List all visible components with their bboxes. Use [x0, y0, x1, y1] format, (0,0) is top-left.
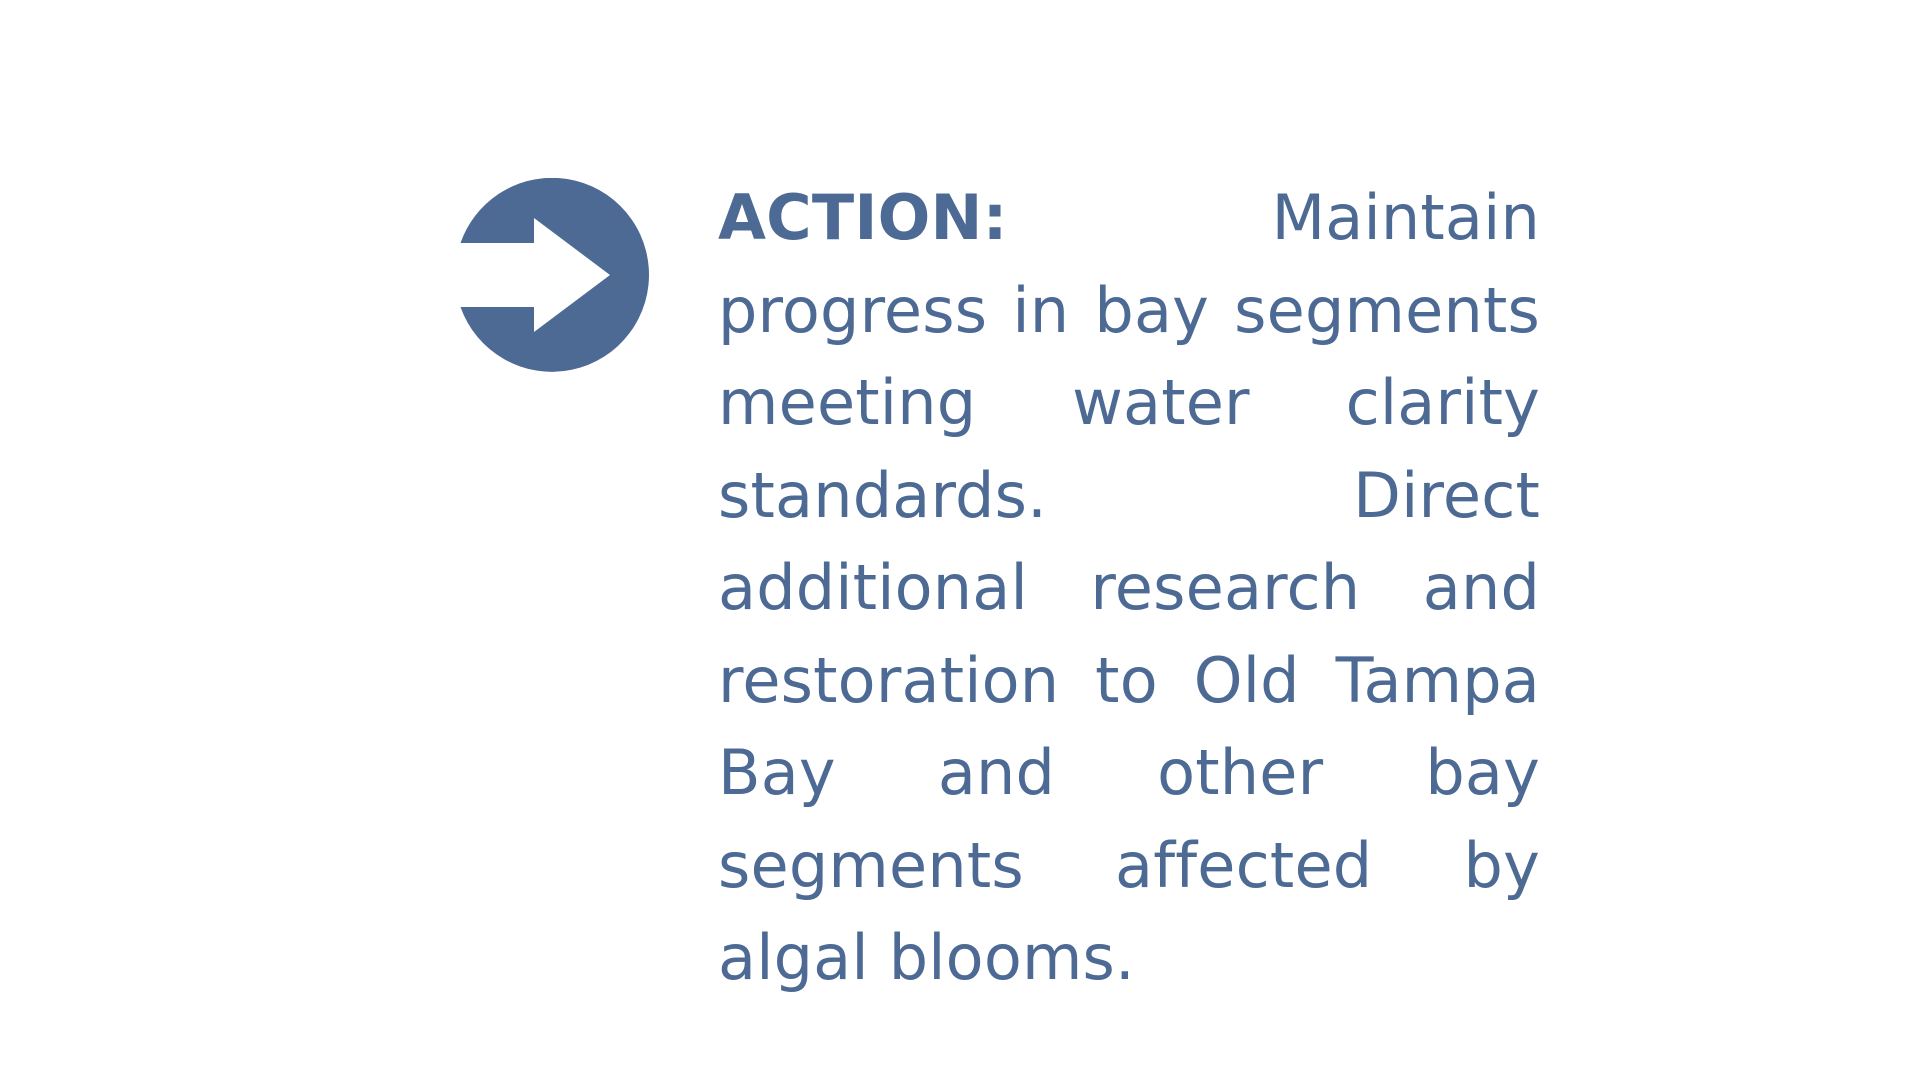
arrow-right-circle-icon [460, 178, 656, 372]
action-body: Maintain progress in bay segments meetin… [718, 181, 1540, 994]
action-statement: ACTION: Maintain progress in bay segment… [718, 172, 1540, 1005]
action-label: ACTION: [718, 181, 1008, 254]
